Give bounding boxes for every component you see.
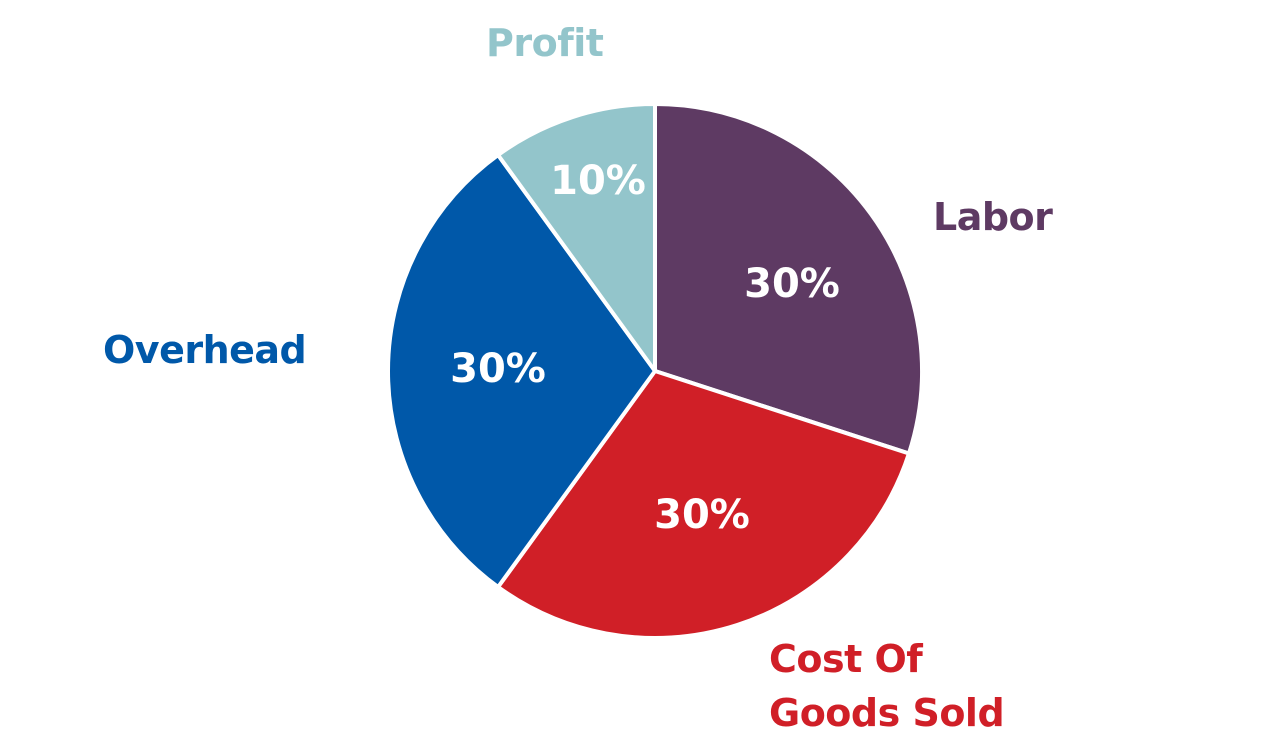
label-cost-of-goods-sold: Cost Of Goods Sold (769, 632, 1005, 740)
pie-slice-overhead (386, 152, 657, 590)
label-cogs-line1: Cost Of (769, 637, 923, 681)
pie-value-label: 30% (654, 492, 750, 538)
pie-slices (386, 102, 924, 640)
label-profit: Profit (486, 21, 604, 65)
pie-value-label: 30% (450, 346, 546, 392)
pie-value-label: 10% (550, 158, 646, 204)
pie-slice-profit (496, 102, 657, 373)
pie-value-labels: 30% 30% 30% 10% (450, 158, 840, 538)
label-overhead: Overhead (103, 328, 307, 372)
pie-value-label: 30% (744, 261, 840, 307)
pie-slice-labor (653, 102, 924, 456)
label-labor: Labor (933, 195, 1053, 239)
label-cogs-line2: Goods Sold (769, 691, 1005, 735)
pie-slice-cost-of-goods-sold (496, 369, 911, 640)
